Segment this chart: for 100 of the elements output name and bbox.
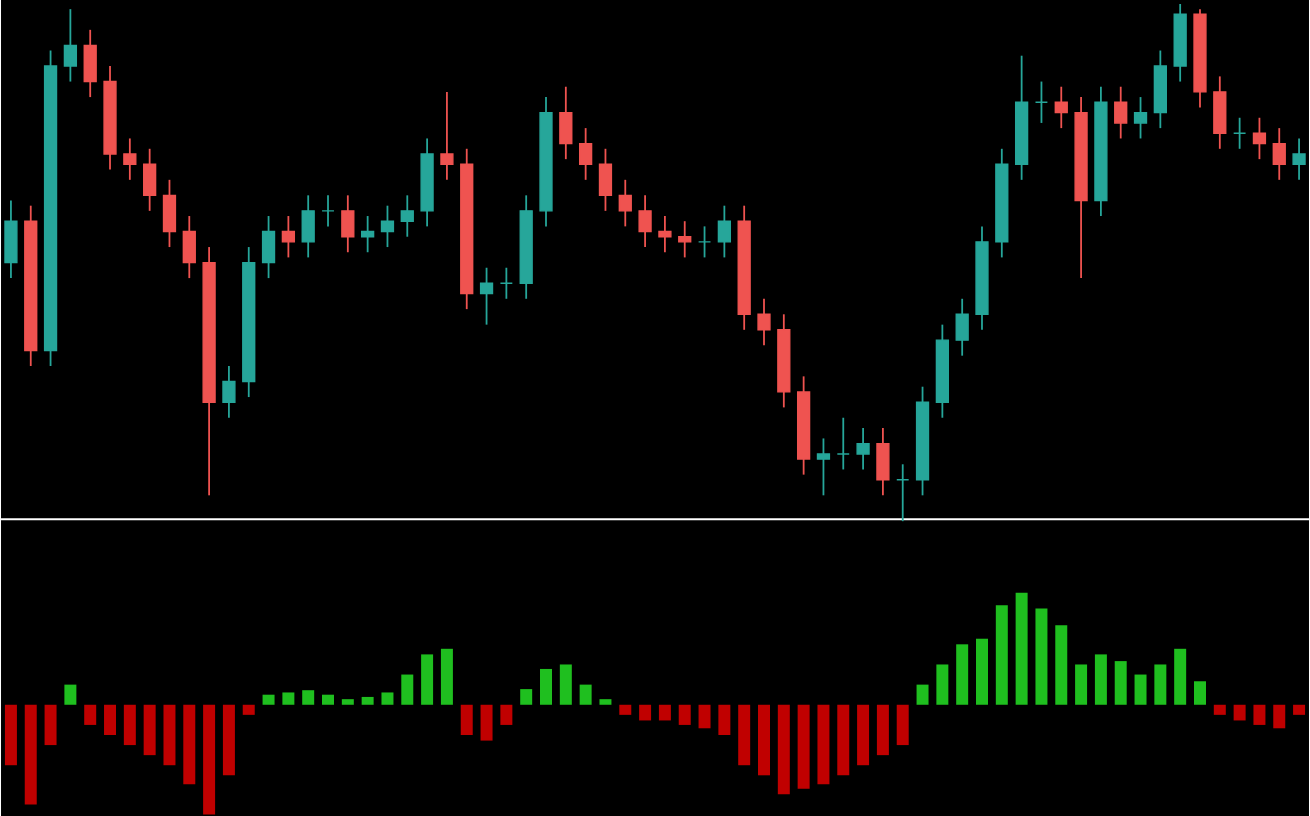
bar [401,674,414,705]
bar [302,689,315,705]
candlestick [578,126,593,181]
bar [976,638,988,705]
candlestick [143,147,157,212]
bar [381,692,394,705]
bar [619,704,632,715]
bar [599,698,612,705]
candlestick [1153,49,1167,129]
bar [1194,680,1206,705]
bar [896,704,909,745]
bar [1293,704,1306,715]
bar [44,704,57,745]
candlestick [1252,116,1267,160]
bar [500,704,513,725]
bar [1154,664,1167,705]
bar [222,704,235,775]
bar [738,704,751,765]
bar [1055,624,1068,705]
candlestick [182,214,196,279]
candlestick [83,28,97,98]
candlestick [1133,95,1148,140]
candlestick [1213,75,1227,150]
bar [1253,704,1266,725]
bar [718,704,731,735]
bar [84,704,97,725]
bar [24,704,37,805]
candlestick [1114,85,1128,140]
bar [322,694,334,705]
candlestick [63,7,78,83]
candlestick [757,297,771,346]
candlestick [697,225,712,258]
bar [123,704,136,745]
candlestick [836,416,850,471]
bar [658,704,671,721]
bar [262,694,275,705]
candlestick [341,194,355,253]
bar [143,704,156,755]
candlestick [816,437,831,496]
candlestick [1054,85,1068,129]
candlestick [658,214,672,253]
candlestick [1232,116,1247,150]
bar [183,704,196,784]
candlestick [1272,126,1286,181]
bar [104,704,117,735]
candlestick [479,266,494,326]
bar [4,704,17,765]
bar [1233,704,1246,721]
candlestick [856,426,870,471]
candlestick [1292,137,1306,181]
bar [1114,660,1127,705]
candlestick [1034,80,1049,124]
candlestick [499,266,514,300]
candlestick [4,199,18,279]
bar [1094,654,1107,705]
bar [639,704,652,721]
bar [758,704,770,775]
bar [520,688,533,705]
bar [876,704,889,755]
bar [678,704,691,725]
candlestick [361,214,375,253]
candlestick [400,194,414,238]
candlestick [559,85,573,160]
bar [1035,608,1048,705]
candlestick [321,194,335,227]
candlestick [380,204,395,248]
candlestick [717,204,732,258]
bar [163,704,176,765]
bar [1015,592,1028,705]
bar [1174,648,1187,705]
bar [936,664,949,705]
bar [797,704,810,789]
candlestick [638,194,652,248]
candlestick [678,219,692,258]
candlestick [955,297,969,357]
bar [559,664,572,705]
bar [698,704,711,728]
bar [421,654,434,705]
bar [1213,704,1226,715]
bar [440,648,453,705]
bar [361,696,374,705]
bar [1273,704,1286,728]
bar [64,684,77,705]
candlestick [301,194,315,258]
candlestick [162,178,177,248]
bar [242,704,255,715]
bar [341,698,354,705]
candlestick [876,426,890,496]
bar [777,704,790,794]
bar [916,684,929,705]
bar [540,668,552,705]
bar [460,704,473,735]
bar [480,704,493,741]
bar [817,704,830,784]
bar [837,704,850,775]
bar [857,704,870,765]
candlestick [440,90,454,181]
candlestick [618,178,632,227]
candlestick [222,364,236,419]
candlestick [896,463,910,522]
